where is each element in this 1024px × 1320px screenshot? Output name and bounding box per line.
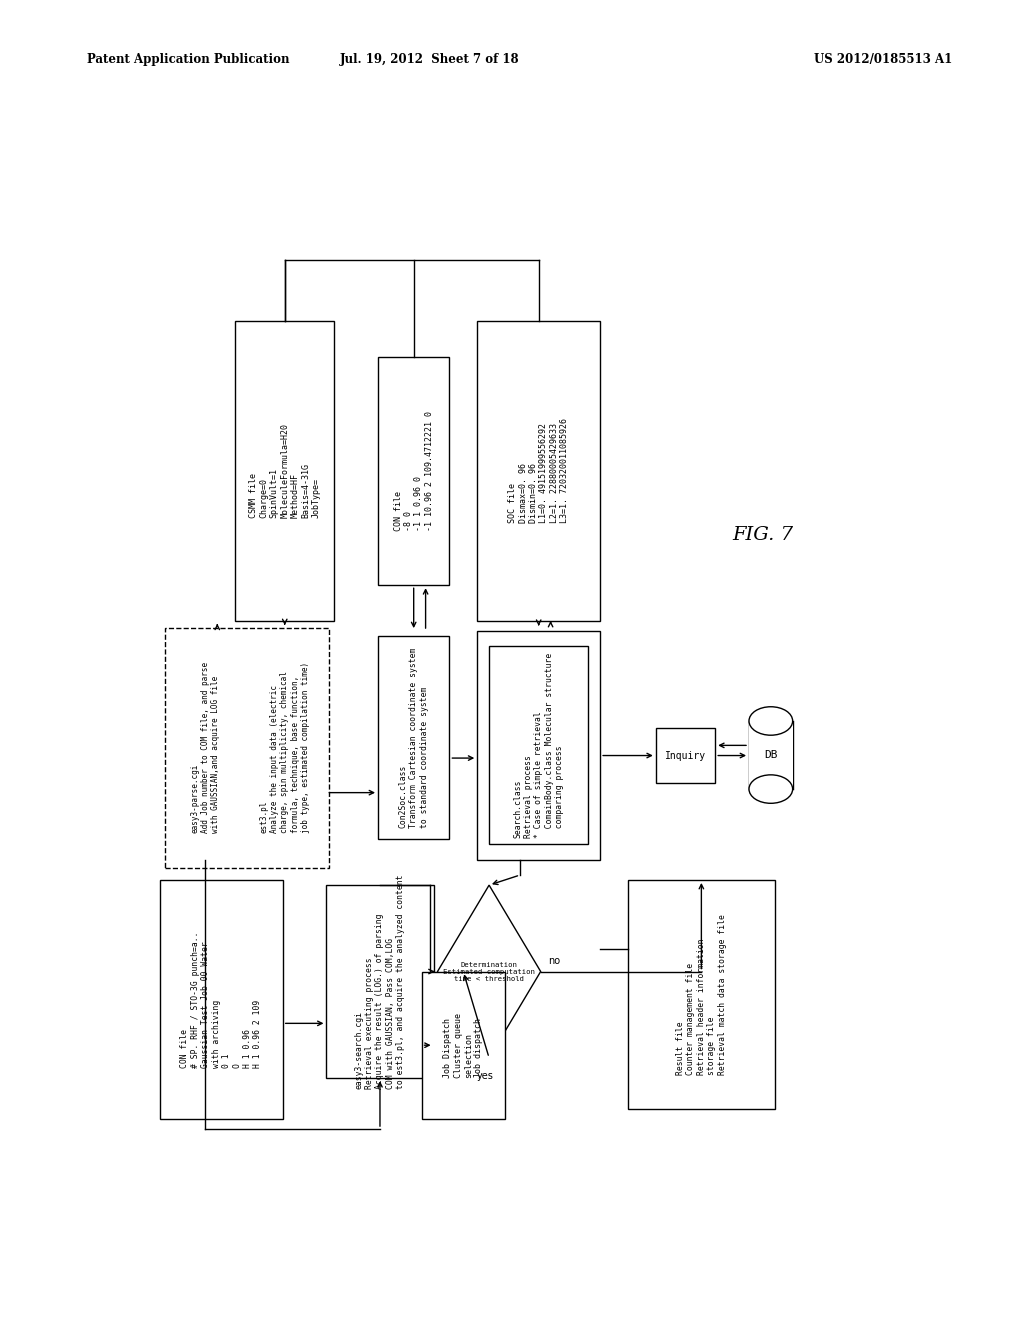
- FancyBboxPatch shape: [378, 636, 450, 840]
- Ellipse shape: [749, 706, 793, 735]
- FancyBboxPatch shape: [422, 972, 505, 1119]
- FancyBboxPatch shape: [655, 727, 715, 784]
- Text: easy3-parse.cgi
Add Job number to COM file, and parse
with GAUSSIAN,and acquire : easy3-parse.cgi Add Job number to COM fi…: [190, 663, 220, 833]
- Text: Con2Soc.class
Transform Cartesian coordinate system
to standard coordinate syste: Con2Soc.class Transform Cartesian coordi…: [398, 648, 429, 828]
- Text: US 2012/0185513 A1: US 2012/0185513 A1: [814, 53, 952, 66]
- Text: Inquiry: Inquiry: [665, 751, 707, 760]
- Text: Job Dispatch
Cluster queue
selection
Job dispatch: Job Dispatch Cluster queue selection Job…: [443, 1012, 483, 1077]
- Text: CON file
-8 0
-1 1 0.96 0
-1 10.96 2 109.4712221 0: CON file -8 0 -1 1 0.96 0 -1 10.96 2 109…: [393, 411, 434, 531]
- Text: FIG. 7: FIG. 7: [732, 525, 794, 544]
- Text: no: no: [549, 957, 561, 966]
- FancyBboxPatch shape: [628, 880, 775, 1109]
- Text: est3.pl
Analyze the input data (electric
charge, spin multiplicity, chemical
for: est3.pl Analyze the input data (electric…: [259, 663, 310, 833]
- FancyBboxPatch shape: [327, 886, 433, 1078]
- FancyBboxPatch shape: [243, 636, 327, 859]
- Text: Search.class
Retrieval process
* Case of simple retrieval
  ComainBody.class Mol: Search.class Retrieval process * Case of…: [513, 653, 564, 838]
- Text: SOC file
Dismax=0. 96
Dismin=0. 96
L1=0. 49151999556292
L2=1. 22880005429633
L3=: SOC file Dismax=0. 96 Dismin=0. 96 L1=0.…: [508, 418, 569, 524]
- Text: yes: yes: [477, 1071, 494, 1081]
- Polygon shape: [437, 886, 541, 1057]
- FancyBboxPatch shape: [165, 628, 329, 867]
- Text: CSMM file
Charge=0
SpinVult=1
MoleculeFormula=H20
Method=HF
Basis=4-31G
JobType=: CSMM file Charge=0 SpinVult=1 MoleculeFo…: [249, 424, 321, 519]
- FancyBboxPatch shape: [489, 647, 588, 845]
- Text: CON file
# SP. RHF / STO-3G punch=a..
Gaussian Test Job 00 Water
with archiving
: CON file # SP. RHF / STO-3G punch=a.. Ga…: [180, 931, 262, 1068]
- Bar: [749, 721, 793, 789]
- Text: Determination
Estimated computation
time < threshold: Determination Estimated computation time…: [443, 961, 535, 982]
- FancyBboxPatch shape: [378, 356, 450, 585]
- FancyBboxPatch shape: [236, 321, 334, 620]
- Text: Result file
Counter management file
Retrieval header information
storage file
Re: Result file Counter management file Retr…: [676, 913, 727, 1074]
- Text: Jul. 19, 2012  Sheet 7 of 18: Jul. 19, 2012 Sheet 7 of 18: [340, 53, 520, 66]
- Text: easy3-search.cgi
Retrieval executing process
Acquire the result (LOG.) of parsin: easy3-search.cgi Retrieval executing pro…: [354, 874, 406, 1089]
- FancyBboxPatch shape: [160, 880, 283, 1119]
- FancyBboxPatch shape: [172, 636, 240, 859]
- FancyBboxPatch shape: [477, 321, 600, 620]
- Text: Patent Application Publication: Patent Application Publication: [87, 53, 290, 66]
- FancyBboxPatch shape: [477, 631, 600, 859]
- Text: DB: DB: [764, 750, 777, 760]
- Ellipse shape: [749, 775, 793, 804]
